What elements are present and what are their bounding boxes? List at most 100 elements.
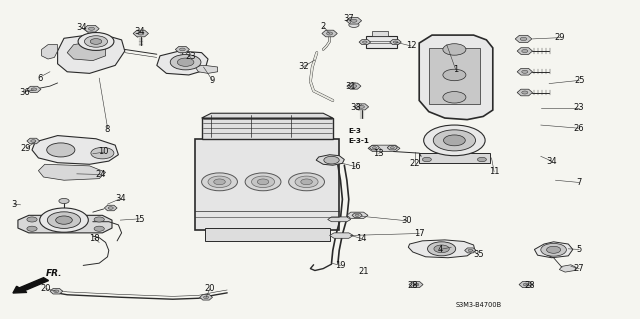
Text: 36: 36 [19, 88, 29, 97]
Circle shape [47, 143, 75, 157]
Polygon shape [328, 217, 351, 222]
Text: 20: 20 [205, 284, 215, 293]
Polygon shape [515, 35, 532, 42]
Text: 17: 17 [414, 229, 424, 238]
Text: 28: 28 [525, 281, 535, 290]
Text: 30: 30 [401, 216, 412, 225]
Polygon shape [359, 40, 371, 45]
Circle shape [84, 36, 108, 47]
Text: E-3: E-3 [349, 129, 362, 134]
Text: 8: 8 [105, 125, 110, 134]
Text: S3M3-B4700B: S3M3-B4700B [456, 302, 502, 308]
Circle shape [289, 173, 324, 191]
Text: 26: 26 [574, 124, 584, 133]
Text: 31: 31 [346, 82, 356, 91]
Polygon shape [27, 86, 41, 93]
Circle shape [443, 69, 466, 81]
Text: 19: 19 [335, 261, 346, 270]
Text: 34: 34 [77, 23, 87, 32]
Bar [202, 118, 333, 139]
Circle shape [245, 173, 281, 191]
Circle shape [524, 283, 529, 286]
Text: 9: 9 [210, 76, 215, 85]
Text: 29: 29 [555, 33, 565, 42]
Polygon shape [67, 41, 106, 61]
Polygon shape [50, 288, 63, 294]
Circle shape [78, 33, 114, 50]
Polygon shape [200, 294, 212, 300]
Circle shape [351, 85, 356, 87]
Text: 4: 4 [438, 245, 443, 254]
Polygon shape [519, 281, 533, 288]
Circle shape [257, 179, 269, 185]
Polygon shape [517, 48, 532, 54]
Polygon shape [104, 205, 117, 211]
Circle shape [170, 55, 201, 70]
Circle shape [31, 88, 36, 91]
Circle shape [204, 296, 209, 299]
Circle shape [88, 27, 95, 30]
Bar [419, 153, 490, 163]
Circle shape [177, 58, 194, 66]
Text: 22: 22 [410, 159, 420, 168]
Circle shape [393, 41, 398, 43]
Circle shape [428, 242, 456, 256]
Circle shape [351, 19, 357, 22]
Circle shape [520, 37, 527, 41]
Text: 32: 32 [299, 62, 309, 71]
Circle shape [362, 41, 367, 43]
Circle shape [27, 226, 37, 231]
Text: 10: 10 [99, 147, 109, 156]
Circle shape [202, 173, 237, 191]
Text: 37: 37 [344, 14, 354, 23]
Circle shape [522, 49, 528, 53]
Text: 28: 28 [408, 281, 418, 290]
Circle shape [390, 147, 394, 149]
Text: 29: 29 [20, 144, 31, 153]
Text: FR.: FR. [46, 269, 63, 278]
Text: 6: 6 [37, 74, 42, 83]
Text: 20: 20 [41, 284, 51, 293]
Polygon shape [27, 138, 40, 144]
Circle shape [434, 245, 449, 253]
Text: 24: 24 [96, 170, 106, 179]
Polygon shape [368, 145, 400, 152]
Text: 13: 13 [374, 149, 384, 158]
Circle shape [47, 212, 81, 228]
Polygon shape [408, 240, 475, 258]
Circle shape [54, 290, 59, 293]
Polygon shape [32, 136, 118, 164]
Circle shape [59, 198, 69, 204]
Polygon shape [202, 113, 333, 118]
Circle shape [326, 32, 333, 35]
Text: 2: 2 [321, 22, 326, 31]
Circle shape [90, 39, 102, 44]
Circle shape [301, 179, 312, 185]
Text: 25: 25 [574, 76, 584, 85]
Circle shape [443, 92, 466, 103]
Text: 12: 12 [406, 41, 416, 50]
Circle shape [56, 216, 72, 224]
Polygon shape [419, 35, 493, 120]
Bar [205, 228, 330, 241]
Circle shape [180, 48, 185, 51]
Polygon shape [316, 155, 344, 165]
Circle shape [443, 44, 466, 55]
Text: 1: 1 [453, 65, 458, 74]
Polygon shape [347, 83, 361, 89]
Text: 14: 14 [356, 234, 367, 243]
Bar [372, 31, 388, 36]
Circle shape [522, 70, 528, 73]
Circle shape [324, 156, 339, 164]
Circle shape [27, 217, 37, 222]
Circle shape [477, 157, 486, 162]
Polygon shape [84, 26, 99, 32]
Circle shape [349, 22, 359, 27]
Text: 35: 35 [474, 250, 484, 259]
Polygon shape [347, 212, 368, 219]
Polygon shape [465, 248, 476, 253]
Circle shape [355, 214, 359, 216]
Circle shape [444, 135, 465, 146]
Polygon shape [195, 65, 218, 73]
FancyArrow shape [13, 278, 49, 293]
